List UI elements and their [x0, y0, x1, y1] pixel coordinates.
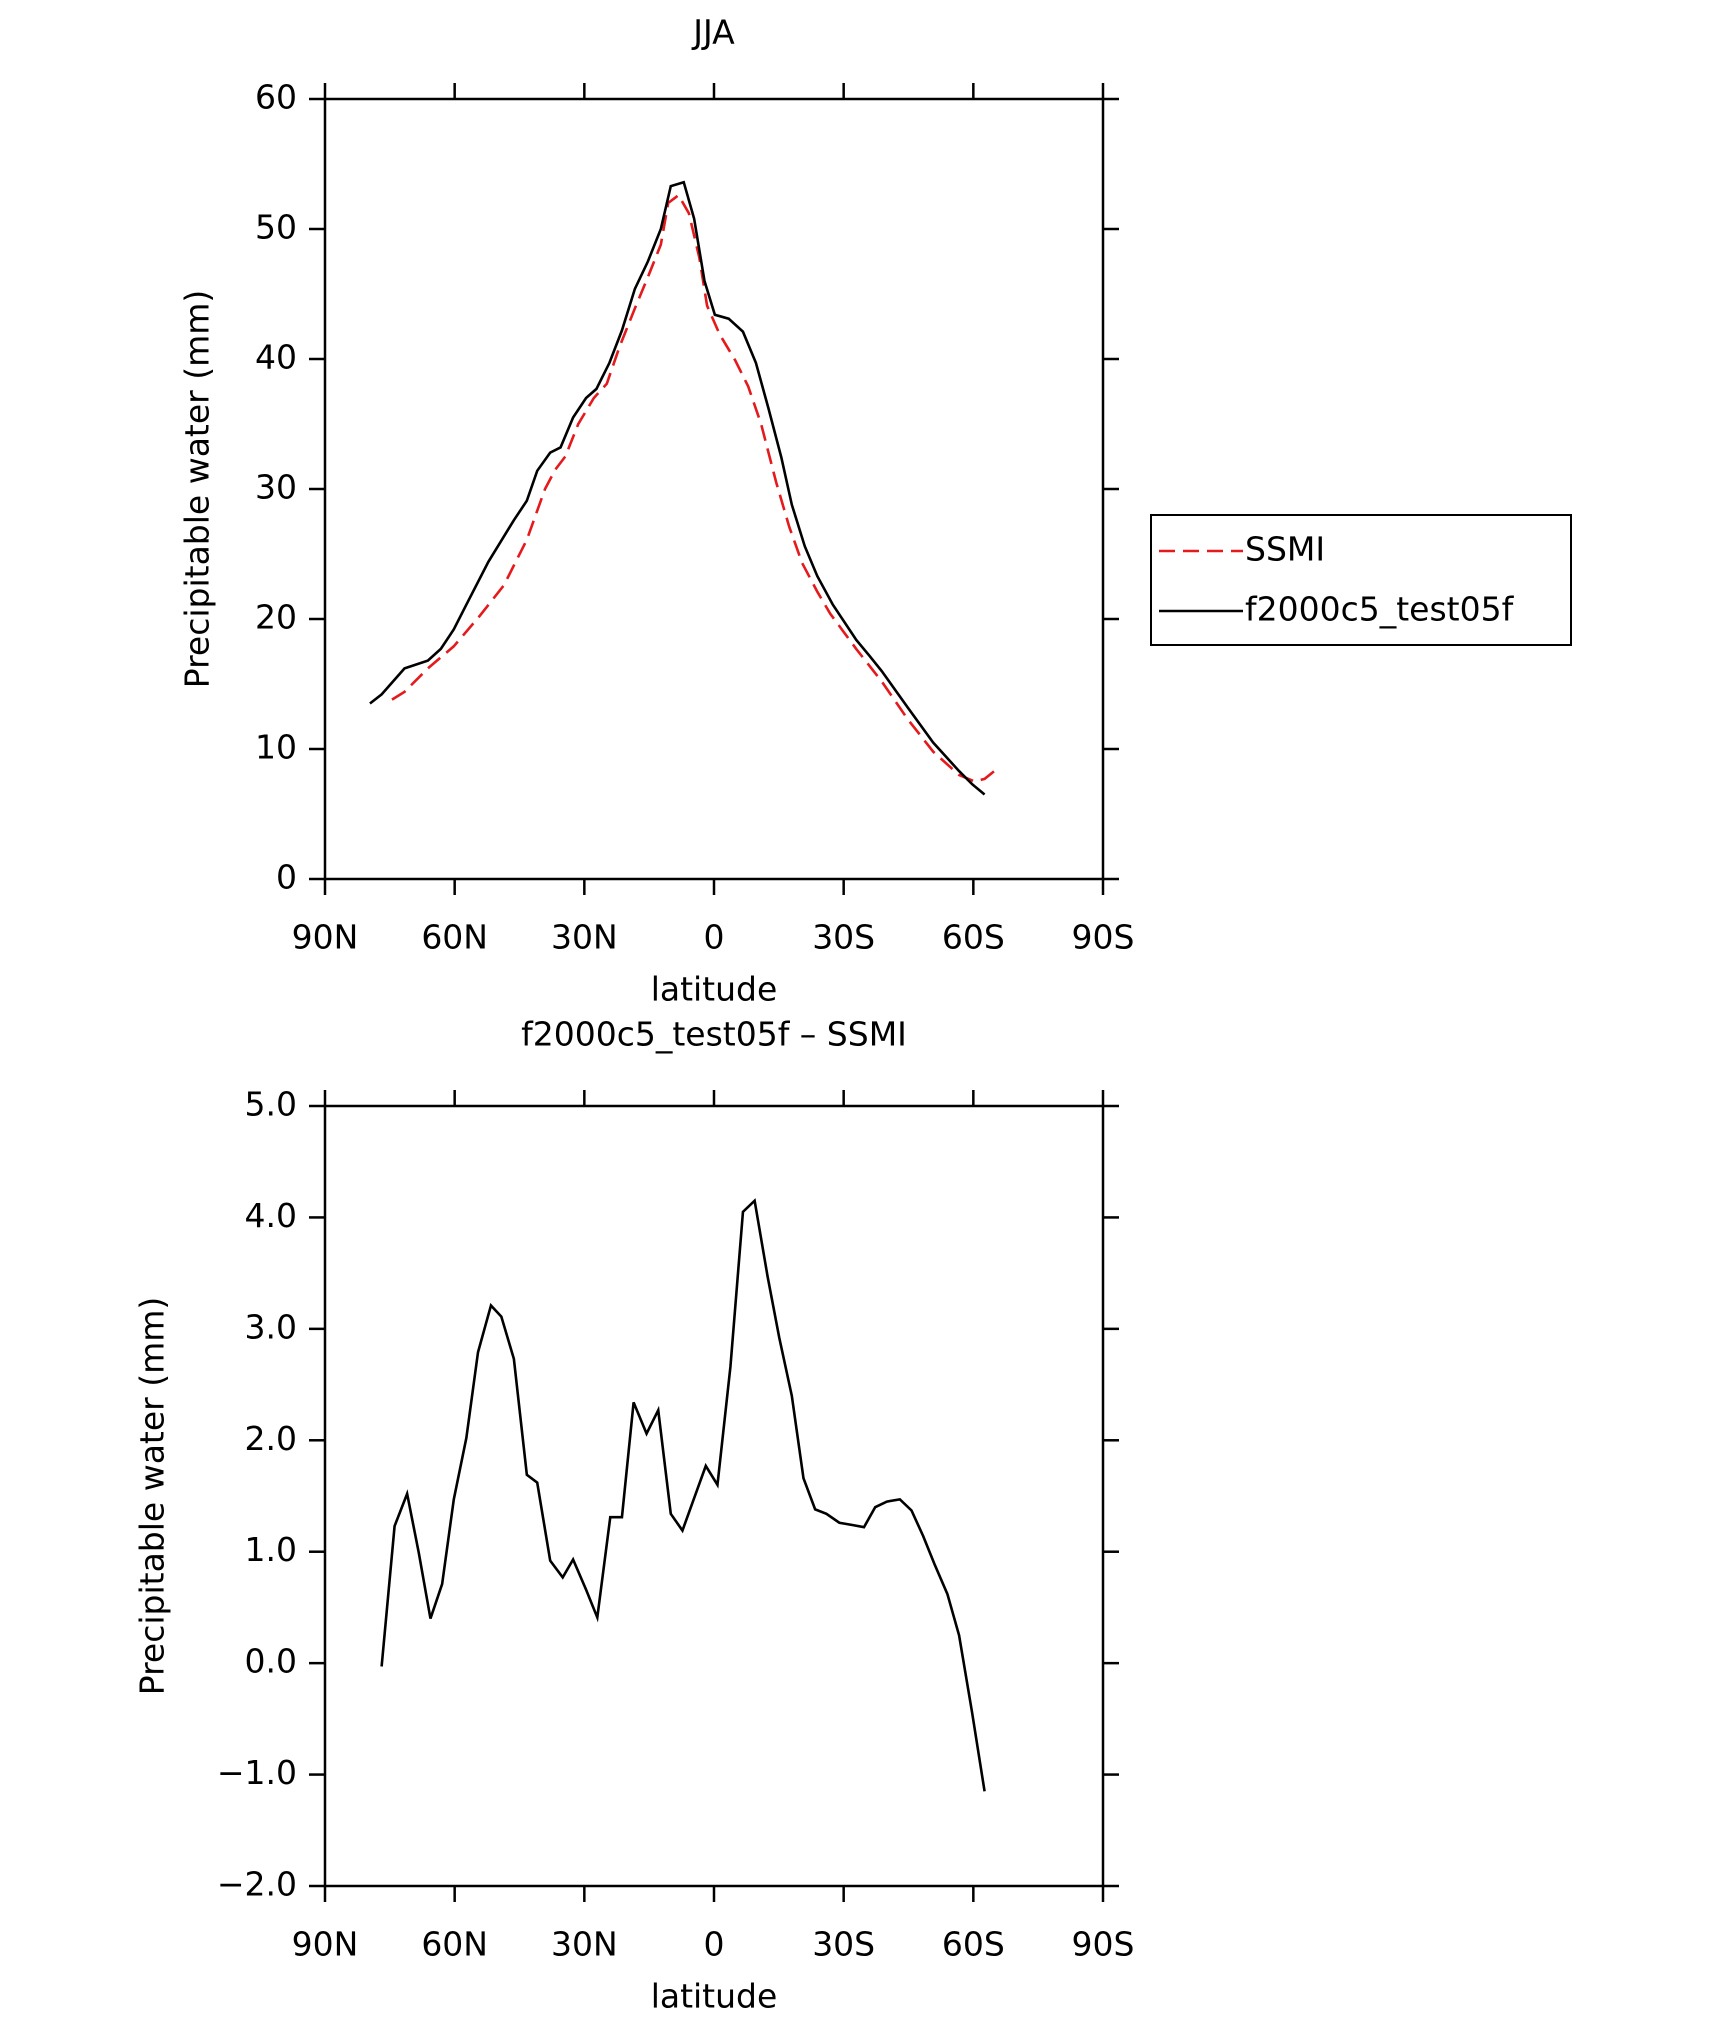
y-axis-label: Precipitable water (mm) [133, 1297, 172, 1696]
x-axis-label: latitude [651, 1977, 778, 2016]
y-tick-label: 40 [255, 338, 297, 377]
x-tick-label: 30N [551, 1925, 618, 1964]
legend-box [1150, 514, 1572, 646]
y-tick-label: 0 [276, 858, 297, 897]
x-tick-label: 30S [812, 918, 875, 957]
y-tick-label: 50 [255, 208, 297, 247]
y-tick-label: 3.0 [245, 1307, 297, 1346]
x-tick-label: 60S [942, 918, 1005, 957]
y-tick-label: 10 [255, 728, 297, 767]
y-tick-label: 5.0 [245, 1085, 297, 1124]
x-tick-label: 90N [292, 918, 359, 957]
y-tick-label: 30 [255, 468, 297, 507]
x-tick-label: 60S [942, 1925, 1005, 1964]
chart-title: JJA [691, 13, 735, 52]
x-tick-label: 0 [704, 1925, 725, 1964]
x-tick-label: 0 [704, 918, 725, 957]
x-tick-label: 90N [292, 1925, 359, 1964]
y-tick-label: 20 [255, 598, 297, 637]
x-tick-label: 30N [551, 918, 618, 957]
legend-label: f2000c5_test05f [1245, 590, 1515, 629]
y-tick-label: 4.0 [245, 1196, 297, 1235]
plot-frame [323, 1104, 1105, 1888]
legend-label: SSMI [1245, 530, 1325, 569]
x-axis-label: latitude [651, 970, 778, 1009]
y-tick-label: 2.0 [245, 1419, 297, 1458]
x-tick-label: 90S [1072, 1925, 1135, 1964]
data-line [369, 180, 986, 796]
y-tick-label: 60 [255, 78, 297, 117]
y-tick-label: −2.0 [217, 1865, 297, 1904]
y-tick-label: 1.0 [245, 1530, 297, 1569]
y-tick-label: −1.0 [217, 1753, 297, 1792]
x-tick-label: 30S [812, 1925, 875, 1964]
y-tick-label: 0.0 [245, 1642, 297, 1681]
chart-title: f2000c5_test05f – SSMI [521, 1015, 907, 1054]
x-tick-label: 60N [421, 918, 488, 957]
x-tick-label: 60N [421, 1925, 488, 1964]
data-line [391, 193, 999, 783]
data-line [380, 1198, 986, 1792]
plot-frame [323, 97, 1105, 881]
x-tick-label: 90S [1072, 918, 1135, 957]
y-axis-label: Precipitable water (mm) [178, 290, 217, 689]
